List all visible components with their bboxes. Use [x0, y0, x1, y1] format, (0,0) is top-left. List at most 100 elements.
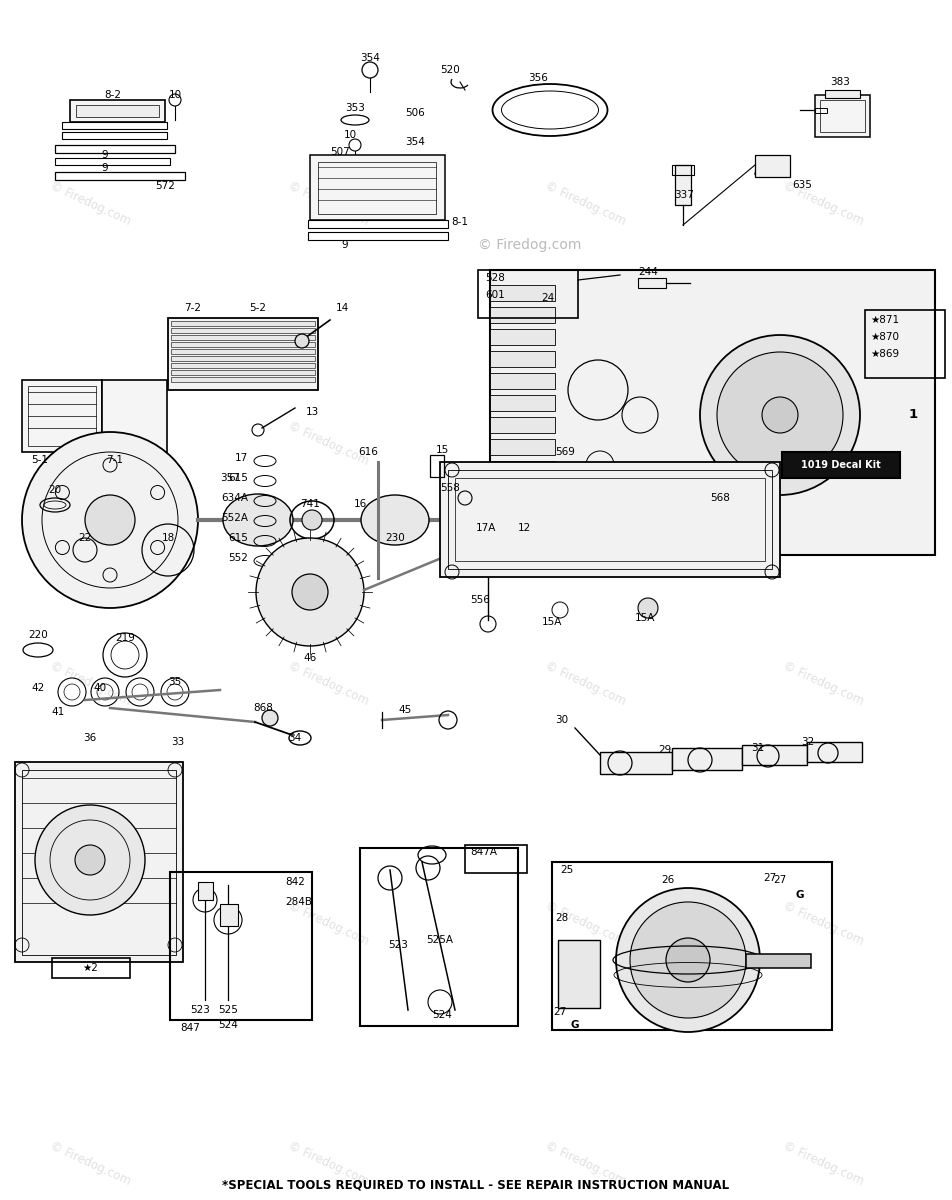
- Text: © Firedog.com: © Firedog.com: [286, 180, 370, 228]
- Text: © Firedog.com: © Firedog.com: [286, 420, 370, 468]
- Text: 741: 741: [300, 499, 320, 509]
- Bar: [671, 164, 693, 175]
- Bar: [489, 329, 554, 346]
- Bar: [478, 270, 578, 318]
- Bar: [819, 100, 864, 132]
- Text: G: G: [570, 1020, 579, 1030]
- Bar: [742, 745, 806, 766]
- Text: *SPECIAL TOOLS REQUIRED TO INSTALL - SEE REPAIR INSTRUCTION MANUAL: *SPECIAL TOOLS REQUIRED TO INSTALL - SEE…: [222, 1178, 729, 1192]
- Bar: [814, 108, 826, 113]
- Text: 27: 27: [763, 874, 776, 883]
- Text: 15A: 15A: [542, 617, 562, 626]
- Bar: [489, 307, 554, 323]
- Bar: [558, 940, 600, 1008]
- Bar: [671, 748, 742, 770]
- Text: © Firedog.com: © Firedog.com: [48, 660, 132, 708]
- Circle shape: [291, 574, 327, 610]
- Circle shape: [716, 352, 843, 478]
- Text: 552A: 552A: [221, 514, 248, 523]
- Text: 244: 244: [638, 266, 657, 277]
- Bar: [307, 232, 447, 240]
- Bar: [169, 872, 311, 1020]
- Text: 18: 18: [161, 533, 174, 542]
- Text: 635: 635: [791, 180, 811, 190]
- Circle shape: [262, 710, 278, 726]
- Bar: [28, 386, 96, 446]
- Bar: [360, 848, 518, 1026]
- Text: 45: 45: [398, 704, 411, 715]
- Text: © Firedog.com: © Firedog.com: [543, 180, 627, 228]
- Ellipse shape: [361, 494, 428, 545]
- Text: 5-2: 5-2: [249, 302, 267, 313]
- Text: © Firedog.com: © Firedog.com: [478, 238, 581, 252]
- Text: © Firedog.com: © Firedog.com: [48, 1140, 132, 1188]
- Text: 528: 528: [485, 272, 505, 283]
- Bar: [489, 270, 934, 554]
- Text: 9: 9: [342, 240, 347, 250]
- Circle shape: [35, 805, 145, 914]
- Text: © Firedog.com: © Firedog.com: [543, 1140, 627, 1188]
- Text: © Firedog.com: © Firedog.com: [286, 660, 370, 708]
- Circle shape: [637, 598, 657, 618]
- Text: 29: 29: [658, 745, 671, 755]
- Text: 525A: 525A: [426, 935, 453, 946]
- Text: 8-2: 8-2: [105, 90, 121, 100]
- Text: 36: 36: [83, 733, 96, 743]
- Text: 28: 28: [555, 913, 568, 923]
- Bar: [309, 155, 445, 220]
- Circle shape: [85, 494, 135, 545]
- Text: 506: 506: [405, 108, 425, 118]
- Text: 16: 16: [353, 499, 367, 509]
- Text: 357: 357: [220, 473, 240, 482]
- Text: 10: 10: [169, 90, 182, 100]
- Bar: [170, 356, 315, 361]
- Text: © Firedog.com: © Firedog.com: [781, 1140, 865, 1188]
- Text: 552: 552: [228, 553, 248, 563]
- Bar: [806, 742, 862, 762]
- Text: © Firedog.com: © Firedog.com: [286, 1140, 370, 1188]
- Bar: [745, 954, 810, 968]
- Text: 842: 842: [285, 877, 305, 887]
- Text: 7-1: 7-1: [107, 455, 124, 464]
- Text: 8-1: 8-1: [451, 217, 468, 227]
- Text: 220: 220: [29, 630, 48, 640]
- Text: 31: 31: [750, 743, 764, 754]
- Text: 33: 33: [171, 737, 185, 746]
- Text: 337: 337: [673, 190, 693, 200]
- Text: © Firedog.com: © Firedog.com: [781, 420, 865, 468]
- Circle shape: [256, 538, 364, 646]
- Text: © Firedog.com: © Firedog.com: [781, 180, 865, 228]
- Bar: [170, 335, 315, 340]
- Bar: [440, 462, 779, 577]
- Bar: [55, 172, 185, 180]
- Bar: [489, 395, 554, 410]
- Text: 556: 556: [469, 595, 489, 605]
- Bar: [600, 752, 671, 774]
- Text: G: G: [795, 890, 803, 900]
- Text: 524: 524: [218, 1020, 238, 1030]
- Text: 15A: 15A: [634, 613, 654, 623]
- Circle shape: [665, 938, 709, 982]
- Text: © Firedog.com: © Firedog.com: [286, 900, 370, 948]
- Text: 524: 524: [431, 1010, 451, 1020]
- Bar: [76, 104, 159, 116]
- Text: 34: 34: [288, 733, 302, 743]
- Circle shape: [302, 510, 322, 530]
- Text: © Firedog.com: © Firedog.com: [543, 660, 627, 708]
- Bar: [864, 310, 944, 378]
- Bar: [814, 95, 869, 137]
- Circle shape: [295, 334, 308, 348]
- Text: 17: 17: [234, 452, 248, 463]
- Text: © Firedog.com: © Firedog.com: [781, 900, 865, 948]
- Bar: [637, 278, 665, 288]
- Text: 20: 20: [49, 485, 62, 494]
- Text: 868: 868: [253, 703, 272, 713]
- Text: 230: 230: [385, 533, 405, 542]
- Bar: [489, 461, 554, 476]
- Bar: [454, 478, 764, 560]
- Bar: [429, 455, 444, 476]
- Text: 26: 26: [661, 875, 674, 886]
- Bar: [220, 904, 238, 926]
- Text: 22: 22: [78, 533, 91, 542]
- Bar: [168, 318, 318, 390]
